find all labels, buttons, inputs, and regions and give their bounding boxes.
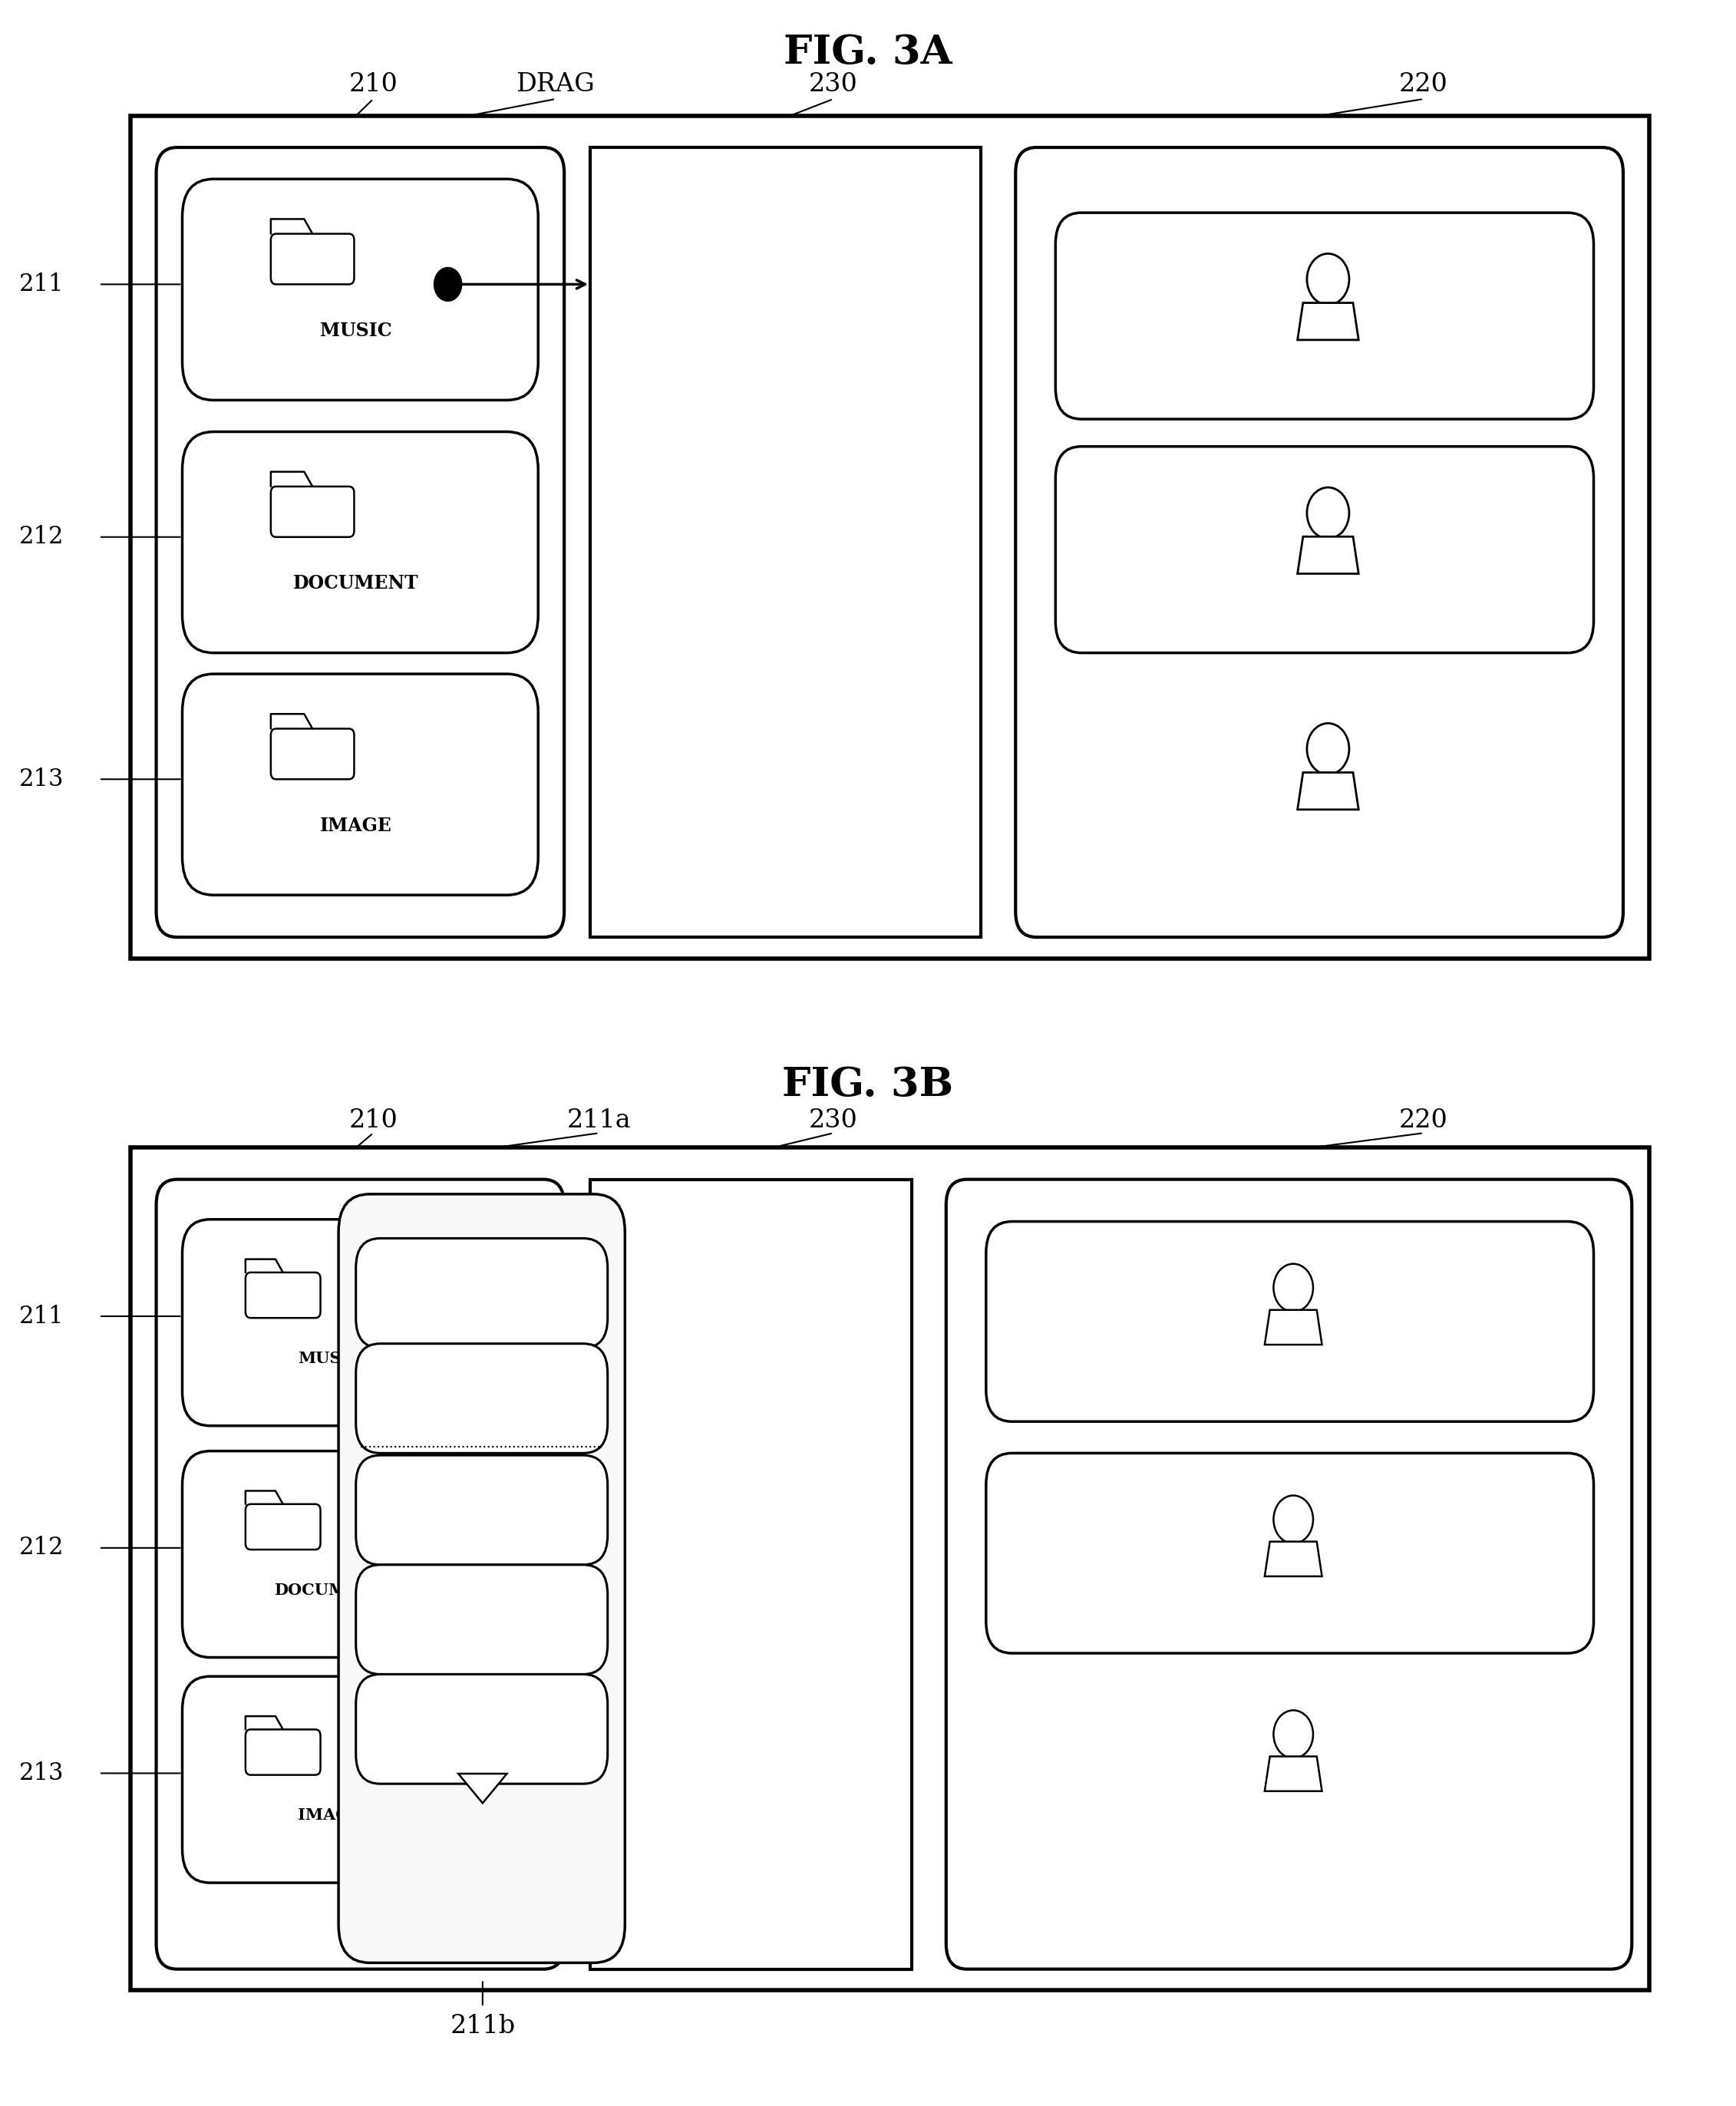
FancyBboxPatch shape <box>356 1344 608 1453</box>
Text: 230: 230 <box>809 72 858 97</box>
Text: IMAGE: IMAGE <box>319 817 392 834</box>
Text: DOCUMENT: DOCUMENT <box>274 1582 385 1598</box>
Text: 210: 210 <box>349 72 398 97</box>
Text: MUSIC 5: MUSIC 5 <box>439 1721 526 1737</box>
Bar <box>130 1148 1649 1990</box>
Text: 212: 212 <box>19 524 64 550</box>
FancyBboxPatch shape <box>271 486 354 537</box>
Text: IMAGE: IMAGE <box>299 1807 361 1824</box>
Bar <box>590 1179 911 1969</box>
Text: 213: 213 <box>19 1761 64 1786</box>
FancyBboxPatch shape <box>271 234 354 284</box>
FancyBboxPatch shape <box>182 179 538 400</box>
FancyBboxPatch shape <box>182 432 538 653</box>
Text: DRAG: DRAG <box>516 72 595 97</box>
FancyBboxPatch shape <box>1016 147 1623 937</box>
FancyBboxPatch shape <box>182 1219 486 1426</box>
Text: 211a: 211a <box>568 1108 630 1133</box>
FancyBboxPatch shape <box>1055 446 1594 653</box>
Polygon shape <box>1264 1310 1323 1346</box>
Polygon shape <box>1297 303 1359 339</box>
Circle shape <box>1274 1710 1312 1759</box>
FancyBboxPatch shape <box>946 1179 1632 1969</box>
Circle shape <box>1274 1495 1312 1544</box>
Circle shape <box>1307 253 1349 305</box>
Text: 211b: 211b <box>450 2013 516 2039</box>
Text: FIG. 3B: FIG. 3B <box>783 1066 953 1104</box>
FancyBboxPatch shape <box>182 674 538 895</box>
Text: MUSIC 4: MUSIC 4 <box>439 1611 526 1628</box>
Polygon shape <box>1264 1756 1323 1790</box>
FancyBboxPatch shape <box>245 1504 321 1550</box>
FancyBboxPatch shape <box>356 1455 608 1565</box>
Circle shape <box>434 267 462 301</box>
Polygon shape <box>1264 1542 1323 1575</box>
FancyBboxPatch shape <box>182 1676 486 1883</box>
Text: MUSIC: MUSIC <box>299 1350 361 1367</box>
Text: FIG. 3A: FIG. 3A <box>783 34 953 72</box>
FancyBboxPatch shape <box>182 1451 486 1657</box>
FancyBboxPatch shape <box>271 729 354 779</box>
FancyBboxPatch shape <box>1055 213 1594 419</box>
FancyBboxPatch shape <box>339 1194 625 1963</box>
Text: 220: 220 <box>1399 1108 1448 1133</box>
Circle shape <box>1307 486 1349 539</box>
Text: 211: 211 <box>19 272 64 297</box>
Polygon shape <box>1297 537 1359 573</box>
FancyBboxPatch shape <box>356 1674 608 1784</box>
Text: 212: 212 <box>19 1535 64 1561</box>
Text: DOCUMENT: DOCUMENT <box>293 575 418 592</box>
FancyBboxPatch shape <box>356 1238 608 1348</box>
FancyBboxPatch shape <box>356 1565 608 1674</box>
Polygon shape <box>458 1773 507 1803</box>
FancyBboxPatch shape <box>245 1272 321 1318</box>
Text: MUSIC 1: MUSIC 1 <box>439 1285 526 1302</box>
Bar <box>590 147 981 937</box>
Text: 213: 213 <box>19 767 64 792</box>
Text: MUSIC: MUSIC <box>319 322 392 339</box>
FancyBboxPatch shape <box>986 1221 1594 1422</box>
Text: 220: 220 <box>1399 72 1448 97</box>
Text: 211: 211 <box>19 1304 64 1329</box>
Bar <box>130 116 1649 958</box>
Text: MUSIC 3: MUSIC 3 <box>439 1502 526 1518</box>
Text: 230: 230 <box>809 1108 858 1133</box>
FancyBboxPatch shape <box>245 1729 321 1775</box>
Text: 210: 210 <box>349 1108 398 1133</box>
FancyBboxPatch shape <box>986 1453 1594 1653</box>
FancyBboxPatch shape <box>156 147 564 937</box>
Circle shape <box>1274 1264 1312 1312</box>
Polygon shape <box>1297 773 1359 809</box>
Circle shape <box>1307 722 1349 775</box>
FancyBboxPatch shape <box>156 1179 564 1969</box>
Text: MUSIC 2: MUSIC 2 <box>439 1390 526 1407</box>
